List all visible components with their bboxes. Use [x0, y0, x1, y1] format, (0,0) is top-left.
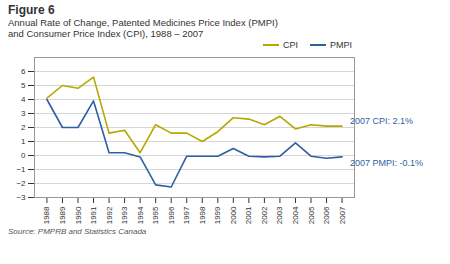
svg-text:2001: 2001 — [244, 206, 253, 224]
svg-text:5: 5 — [21, 81, 26, 90]
svg-text:1994: 1994 — [136, 206, 145, 224]
svg-text:4: 4 — [21, 95, 26, 104]
svg-text:1990: 1990 — [74, 206, 83, 224]
svg-text:1992: 1992 — [105, 206, 114, 224]
svg-text:2002: 2002 — [260, 206, 269, 224]
svg-text:−1: −1 — [16, 165, 26, 174]
svg-text:1988: 1988 — [42, 206, 51, 224]
svg-text:0: 0 — [21, 151, 26, 160]
svg-text:−2: −2 — [16, 179, 26, 188]
svg-text:1999: 1999 — [213, 206, 222, 224]
svg-text:2: 2 — [21, 123, 26, 132]
svg-text:1989: 1989 — [58, 206, 67, 224]
svg-text:1998: 1998 — [198, 206, 207, 224]
svg-text:2005: 2005 — [307, 206, 316, 224]
svg-text:2007: 2007 — [338, 206, 347, 224]
svg-text:1996: 1996 — [167, 206, 176, 224]
svg-text:1995: 1995 — [151, 206, 160, 224]
svg-text:2006: 2006 — [322, 206, 331, 224]
svg-text:1993: 1993 — [120, 206, 129, 224]
svg-text:2007 CPI: 2.1%: 2007 CPI: 2.1% — [350, 116, 413, 126]
svg-text:2003: 2003 — [275, 206, 284, 224]
html-text:Source: PMPRB and Statistics C: Source: PMPRB and Statistics Canada — [8, 227, 147, 236]
svg-text:1997: 1997 — [182, 206, 191, 224]
svg-text:−3: −3 — [16, 193, 26, 202]
html-text:CPI: CPI — [283, 40, 298, 50]
svg-text:2007 PMPI: -0.1%: 2007 PMPI: -0.1% — [350, 158, 423, 168]
svg-text:2004: 2004 — [291, 206, 300, 224]
html-text:PMPI: PMPI — [330, 40, 352, 50]
svg-text:6: 6 — [21, 67, 26, 76]
svg-text:1: 1 — [21, 137, 26, 146]
html-text:and Consumer Price Index (CPI): and Consumer Price Index (CPI), 1988 – 2… — [8, 28, 204, 39]
html-text:Annual Rate of Change, Patente: Annual Rate of Change, Patented Medicine… — [8, 17, 278, 28]
svg-text:1991: 1991 — [89, 206, 98, 224]
svg-text:2000: 2000 — [229, 206, 238, 224]
svg-text:3: 3 — [21, 109, 26, 118]
html-text:Figure 6: Figure 6 — [8, 3, 55, 17]
